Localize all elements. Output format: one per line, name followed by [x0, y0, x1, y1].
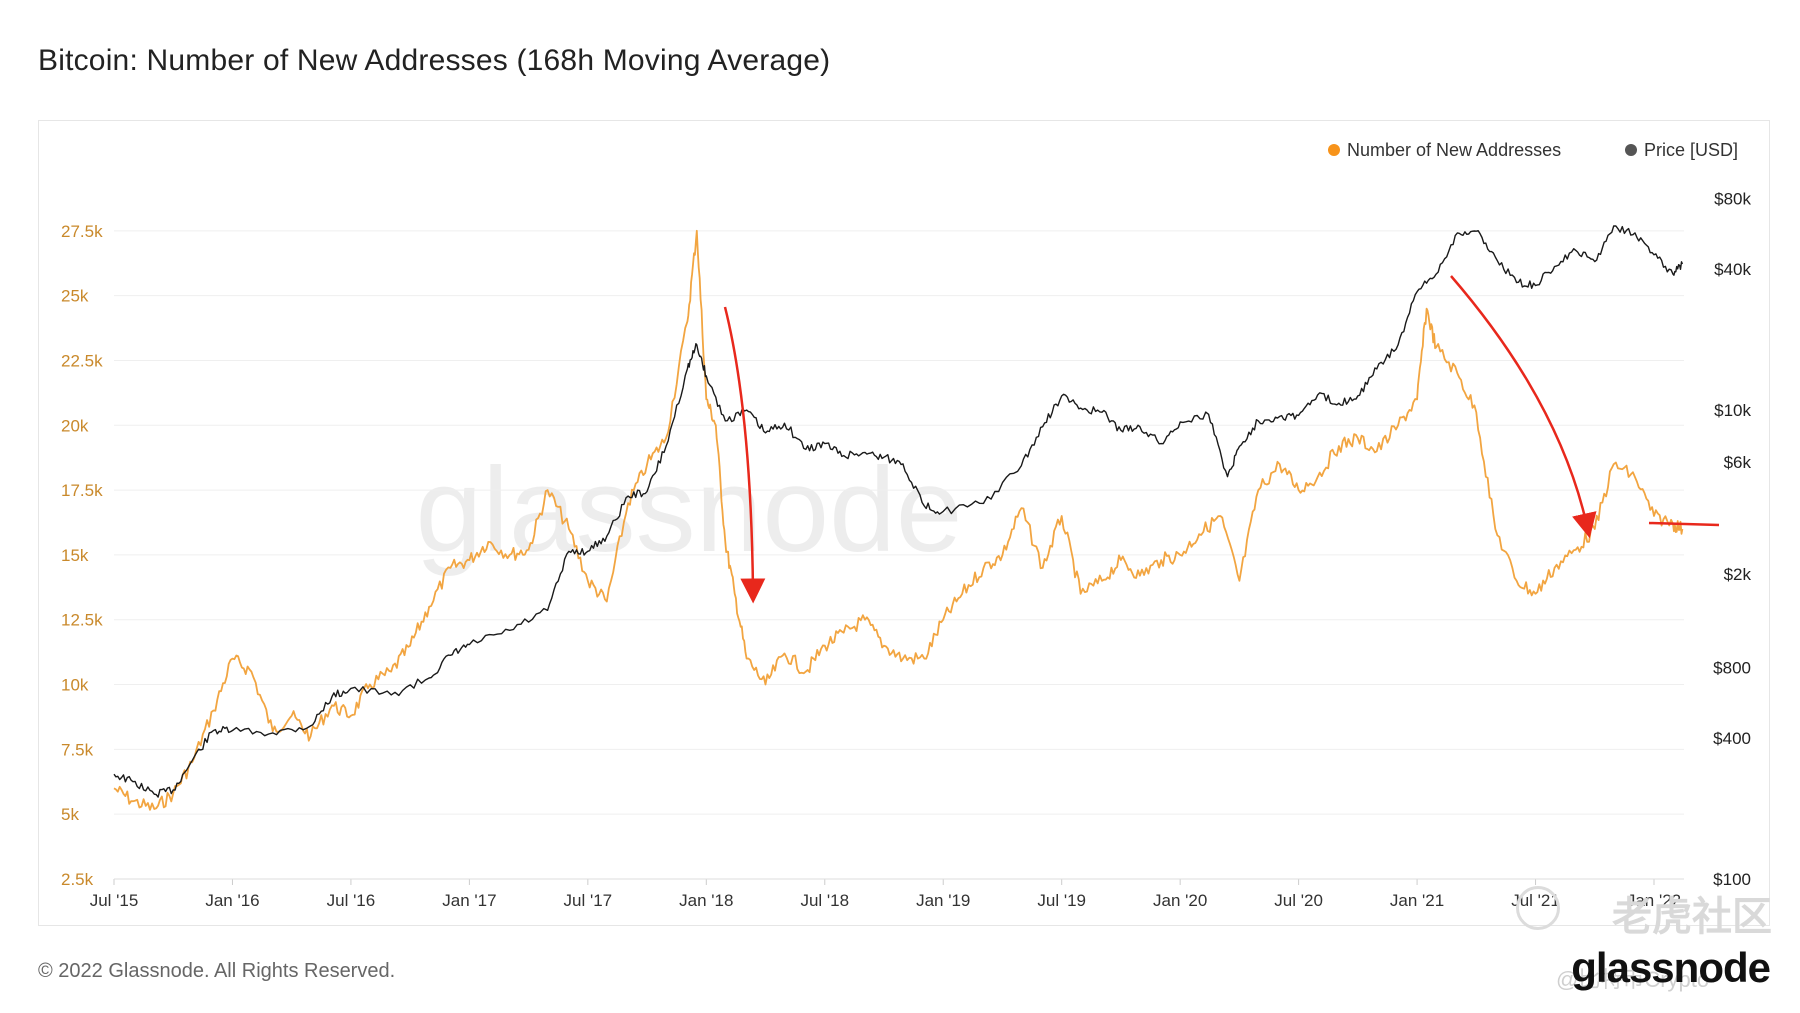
y-left-tick-label: 27.5k	[61, 222, 103, 241]
x-tick-label: Jul '15	[90, 891, 139, 910]
cn-watermark-sub: @比特币Crypto	[1556, 967, 1710, 992]
annotation-layer	[723, 275, 1720, 604]
legend-dot-price	[1625, 144, 1637, 156]
x-tick-label: Jul '18	[800, 891, 849, 910]
x-tick-label: Jan '21	[1390, 891, 1444, 910]
annotation-level-line	[1648, 521, 1720, 527]
x-tick-label: Jan '19	[916, 891, 970, 910]
glassnode-logo[interactable]: glassnode	[1571, 944, 1771, 991]
x-tick-label: Jul '20	[1274, 891, 1323, 910]
glassnode-watermark: glassnode	[415, 443, 962, 577]
x-tick-label: Jan '20	[1153, 891, 1207, 910]
legend-label-addresses[interactable]: Number of New Addresses	[1347, 140, 1561, 160]
cn-watermark: 老虎社区	[1612, 895, 1772, 939]
series-layer	[113, 225, 1684, 811]
grid-layer	[114, 230, 1684, 880]
x-tick-label: Jan '17	[442, 891, 496, 910]
chart-svg: glassnode 2.5k5k7.5k10k12.5k15k17.5k20k2…	[61, 140, 1751, 910]
x-tick-label: Jul '19	[1037, 891, 1086, 910]
x-tick-label: Jan '22	[1627, 891, 1681, 910]
chart-card: glassnode 2.5k 5k 7.5k 10k 12.5k 15k 17.5k 20k 2…	[38, 120, 1770, 926]
y-left-tick-label: 12.5k	[61, 611, 103, 630]
x-tick-label: Jan '16	[205, 891, 259, 910]
copyright-text: © 2022 Glassnode. All Rights Reserved.	[38, 960, 396, 982]
legend: Number of New Addresses Price [USD]	[1328, 140, 1738, 160]
series-line-new-addresses	[113, 229, 1684, 811]
y-right-tick-label: $80k	[1714, 189, 1751, 208]
y-right-tick-label: $800	[1713, 658, 1751, 677]
series-line-price	[113, 225, 1684, 798]
y-right-tick-label: $6k	[1724, 453, 1752, 472]
y-right-tick-label: $100	[1713, 870, 1751, 889]
y-right-tick-label: $40k	[1714, 260, 1751, 279]
y-left-tick-label: 10k	[61, 676, 89, 695]
x-tick-label: Jul '17	[564, 891, 613, 910]
y-left-tick-label: 7.5k	[61, 740, 94, 759]
y-right-tick-label: $10k	[1714, 401, 1751, 420]
y-right-tick-label: $2k	[1724, 565, 1752, 584]
y-left-tick-label: 20k	[61, 416, 89, 435]
annotation-arrow-2018	[723, 306, 766, 604]
y-left-tick-label: 22.5k	[61, 351, 103, 370]
annotation-arrow-2021	[1450, 275, 1597, 539]
y-left-tick-label: 5k	[61, 805, 79, 824]
legend-label-price[interactable]: Price [USD]	[1644, 140, 1738, 160]
y-left-tick-label: 17.5k	[61, 481, 103, 500]
y-left-tick-label: 2.5k	[61, 870, 94, 889]
y-right-tick-label: $400	[1713, 729, 1751, 748]
legend-dot-addresses	[1328, 144, 1340, 156]
x-tick-label: Jul '16	[327, 891, 376, 910]
cn-watermark-logo	[1516, 886, 1560, 930]
page-title: Bitcoin: Number of New Addresses (168h M…	[38, 44, 831, 77]
x-tick-label: Jan '18	[679, 891, 733, 910]
y-left-tick-label: 15k	[61, 546, 89, 565]
y-left-tick-label: 25k	[61, 287, 89, 306]
axis-layer: 2.5k 5k 7.5k 10k 12.5k 15k 17.5k 20k 22.5k 25k 27.…	[61, 189, 1751, 910]
